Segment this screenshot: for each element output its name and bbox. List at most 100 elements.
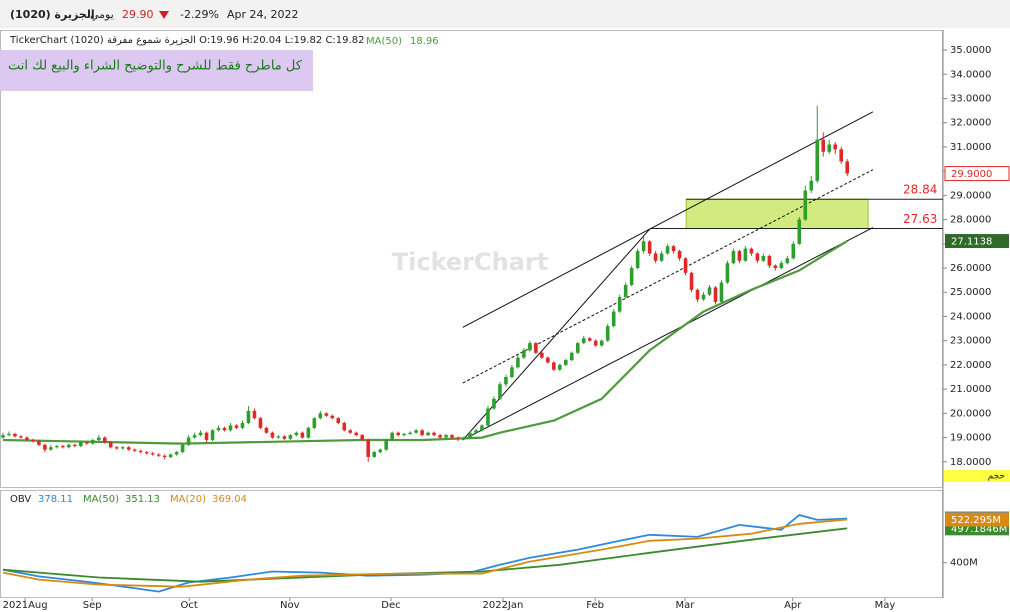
y-tick-label: 29.0000 <box>950 190 991 201</box>
candle-body <box>324 413 329 416</box>
x-tick-label: Feb <box>586 600 604 611</box>
candle-body <box>504 377 508 385</box>
y-tick-label: 24.0000 <box>950 311 991 322</box>
candle-body <box>671 246 676 252</box>
candle-body <box>19 436 23 438</box>
candle-body <box>432 432 436 436</box>
candle-body <box>390 432 394 440</box>
candle-body <box>192 435 197 438</box>
candle-body <box>420 430 424 436</box>
y-tick-label: 22.0000 <box>950 360 991 371</box>
x-tick-label: Mar <box>676 600 696 611</box>
candle-body <box>354 432 359 436</box>
candle-body <box>791 243 796 259</box>
candle-body <box>677 251 682 259</box>
candle-body <box>300 432 305 438</box>
candle-body <box>839 149 844 162</box>
y-tick-label: 34.0000 <box>950 69 991 80</box>
candle-body <box>240 423 245 428</box>
candle-body <box>228 425 233 431</box>
candle-body <box>587 338 592 341</box>
candle-body <box>737 251 742 261</box>
price-tag-label: 522.295M <box>951 515 1001 526</box>
symbol: الجزيرة (1020) <box>10 8 95 21</box>
series-line <box>2 518 848 588</box>
y-tick-label: 31.0000 <box>950 142 991 153</box>
annotation-box <box>0 50 313 91</box>
candle-body <box>444 435 448 438</box>
candle-body <box>222 427 227 431</box>
y-tick-label: 18.0000 <box>950 457 991 468</box>
candle-body <box>108 442 113 448</box>
change: -2.29% <box>180 8 219 21</box>
series-name: MA(20) <box>170 494 206 505</box>
candle-body <box>707 287 712 295</box>
y-tick-label: 21.0000 <box>950 384 991 395</box>
candle-body <box>575 343 580 353</box>
candle-body <box>270 432 275 438</box>
x-tick-label: Sep <box>83 600 102 611</box>
candle-body <box>593 340 598 346</box>
candle-body <box>426 432 430 436</box>
ma-current: 18.96 <box>410 36 439 47</box>
candle-body <box>288 435 293 439</box>
candle-body <box>85 442 89 444</box>
candle-body <box>641 241 646 252</box>
series-current: 351.13 <box>125 494 160 505</box>
candle-body <box>809 180 814 191</box>
candle-body <box>725 263 730 283</box>
candle-body <box>480 425 484 431</box>
candle-body <box>755 253 760 261</box>
candle-body <box>294 432 299 436</box>
candle-body <box>779 263 784 269</box>
candle-body <box>79 442 83 447</box>
candle-body <box>144 452 149 454</box>
candle-body <box>815 139 820 181</box>
candle-body <box>61 446 65 448</box>
y-tick-label: 19.0000 <box>950 433 991 444</box>
ma-line <box>2 240 848 445</box>
candle-body <box>492 398 496 409</box>
volume-strip <box>944 470 1010 482</box>
price-tag <box>945 512 1009 527</box>
candle-body <box>264 427 269 433</box>
trend-line <box>462 111 874 328</box>
candle-body <box>55 446 59 448</box>
candle-body <box>312 418 317 428</box>
watermark: TickerChart <box>392 248 548 276</box>
candle-body <box>120 447 125 449</box>
obv-frame <box>0 490 943 598</box>
candle-body <box>132 449 137 451</box>
candle-body <box>683 258 688 273</box>
price: 29.90 <box>122 8 154 21</box>
price-tag-label: 29.9000 <box>951 169 992 180</box>
candle-body <box>366 439 371 457</box>
candle-body <box>534 343 538 353</box>
series-name: MA(50) <box>83 494 119 505</box>
candle-body <box>516 357 520 368</box>
candle-body <box>91 439 95 444</box>
candle-body <box>414 430 418 433</box>
candle-body <box>665 246 670 254</box>
candle-body <box>486 408 490 426</box>
candle-body <box>372 452 377 457</box>
candle-body <box>821 139 826 152</box>
candle-body <box>378 449 382 453</box>
candle-body <box>701 294 706 300</box>
candle-body <box>31 439 35 442</box>
info: TickerChart الجزيرة شموع مفرقة (1020) O:… <box>9 35 364 46</box>
candle-body <box>234 425 239 428</box>
candle-body <box>396 432 400 436</box>
volume-label: حجم <box>988 472 1005 482</box>
candle-body <box>605 326 610 341</box>
candle-body <box>360 435 365 440</box>
candle-body <box>102 437 107 443</box>
candle-body <box>761 255 766 261</box>
candle-body <box>695 289 700 300</box>
candle-body <box>540 352 544 358</box>
candle-body <box>827 144 832 152</box>
series-current: 378.11 <box>38 494 73 505</box>
price-tag <box>945 234 1009 249</box>
price-tag-label: 27.1138 <box>951 237 992 248</box>
